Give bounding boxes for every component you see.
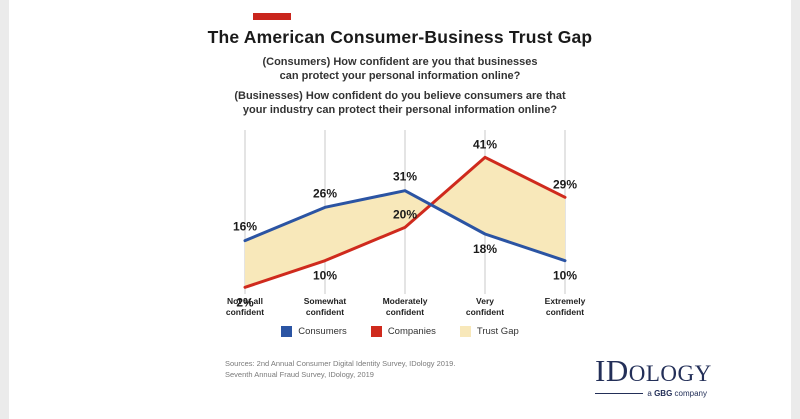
legend-label-trust-gap: Trust Gap [476, 326, 519, 337]
x-axis-label-not-at-all: Not at all confident [225, 296, 265, 318]
sources-note: Sources: 2nd Annual Consumer Digital Ide… [225, 358, 455, 381]
x-axis-label-extremely: Extremely confident [544, 296, 586, 318]
legend-item-trust-gap: Trust Gap [459, 326, 519, 337]
subtitle-consumers: (Consumers) How confident are you that b… [262, 56, 538, 83]
page-title: The American Consumer-Business Trust Gap [207, 27, 593, 47]
logo-id-text: ID [595, 353, 629, 388]
trust-gap-chart-svg: 16% 26% 31% 18% 10% 2% 10% 20% 41% 29% [233, 130, 577, 309]
svg-text:20%: 20% [393, 207, 417, 221]
legend-item-companies: Companies [370, 326, 436, 337]
trust-gap-chart: 16% 26% 31% 18% 10% 2% 10% 20% 41% 29% [225, 122, 585, 318]
trust-gap-swatch-icon [459, 326, 471, 337]
companies-swatch-icon [370, 326, 382, 337]
legend-label-companies: Companies [387, 326, 436, 337]
tagline-company: company [672, 389, 707, 398]
x-axis-label-somewhat: Somewhat confident [303, 296, 347, 318]
idology-logo-text: IDOLOGY [595, 353, 711, 388]
legend-item-consumers: Consumers [281, 326, 347, 337]
consumers-swatch-icon [281, 326, 293, 337]
tagline-a: a [647, 389, 655, 398]
tagline-gbg: GBG [654, 389, 673, 398]
sources-line-2: Seventh Annual Fraud Survey, IDology, 20… [225, 370, 374, 380]
gbg-company-tagline: a GBG company [595, 389, 707, 398]
svg-text:26%: 26% [313, 186, 337, 200]
legend-label-consumers: Consumers [298, 326, 347, 337]
svg-text:10%: 10% [553, 269, 577, 283]
tagline-rule [595, 393, 644, 394]
infographic-canvas: The American Consumer-Business Trust Gap… [9, 0, 791, 419]
x-axis-label-moderately: Moderately confident [382, 296, 428, 318]
idology-logo: IDOLOGY a GBG company [595, 353, 711, 398]
svg-text:31%: 31% [393, 170, 417, 184]
accent-bar [253, 13, 291, 20]
sources-line-1: Sources: 2nd Annual Consumer Digital Ide… [225, 359, 456, 368]
x-axis-label-very: Very confident [465, 296, 505, 318]
svg-text:10%: 10% [313, 269, 337, 283]
svg-text:29%: 29% [553, 177, 577, 191]
svg-text:18%: 18% [473, 242, 497, 256]
svg-text:16%: 16% [233, 220, 257, 234]
chart-legend: Consumers Companies Trust Gap [9, 326, 791, 337]
svg-text:41%: 41% [473, 137, 497, 151]
svg-text:2%: 2% [236, 295, 254, 309]
logo-rest-text: OLOGY [628, 361, 712, 386]
subtitle-businesses: (Businesses) How confident do you believ… [234, 90, 566, 117]
